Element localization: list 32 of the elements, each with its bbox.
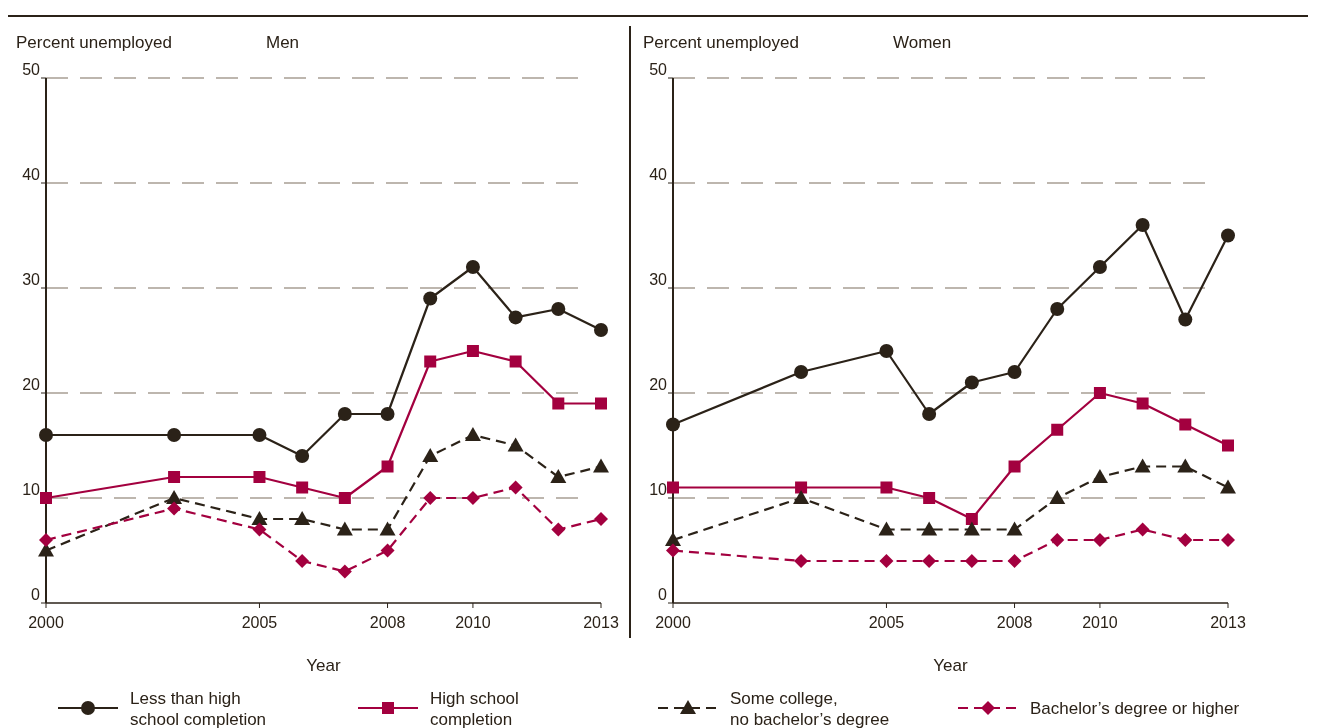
y-tick-label: 0 bbox=[31, 585, 41, 603]
y-tick-label: 50 bbox=[22, 60, 41, 78]
x-tick-label: 2010 bbox=[455, 614, 491, 631]
y-tick-label: 10 bbox=[649, 480, 668, 498]
x-tick-label: 2010 bbox=[1082, 614, 1118, 631]
x-tick-label: 2008 bbox=[996, 614, 1033, 631]
x-tick-label: 2008 bbox=[369, 614, 406, 631]
y-tick-label: 20 bbox=[649, 375, 668, 393]
x-tick-label: 2005 bbox=[241, 614, 278, 631]
legend-label: High school completion bbox=[430, 689, 519, 728]
x-axis-title: Year bbox=[933, 656, 969, 675]
y-tick-label: 10 bbox=[22, 480, 41, 498]
y-tick-label: 0 bbox=[658, 585, 668, 603]
y-axis-title: Percent unemployed bbox=[643, 33, 799, 52]
x-tick-label: 2005 bbox=[868, 614, 905, 631]
legend-label: Some college, no bachelor’s degree bbox=[730, 689, 890, 728]
legend-label: Less than high school completion bbox=[130, 689, 267, 728]
y-axis-title: Percent unemployed bbox=[16, 33, 172, 52]
y-tick-label: 40 bbox=[22, 165, 41, 183]
x-tick-label: 2013 bbox=[1210, 614, 1246, 631]
y-tick-label: 30 bbox=[22, 270, 41, 288]
y-tick-label: 50 bbox=[649, 60, 668, 78]
chart-subtitle: Women bbox=[893, 33, 952, 52]
y-tick-label: 40 bbox=[649, 165, 668, 183]
y-tick-label: 20 bbox=[22, 375, 41, 393]
y-tick-label: 30 bbox=[649, 270, 668, 288]
x-tick-label: 2013 bbox=[583, 614, 619, 631]
x-axis-title: Year bbox=[306, 656, 342, 675]
x-tick-label: 2000 bbox=[655, 614, 691, 631]
chart-subtitle: Men bbox=[266, 33, 300, 52]
legend-label: Bachelor’s degree or higher bbox=[1030, 699, 1240, 718]
x-tick-label: 2000 bbox=[28, 614, 64, 631]
